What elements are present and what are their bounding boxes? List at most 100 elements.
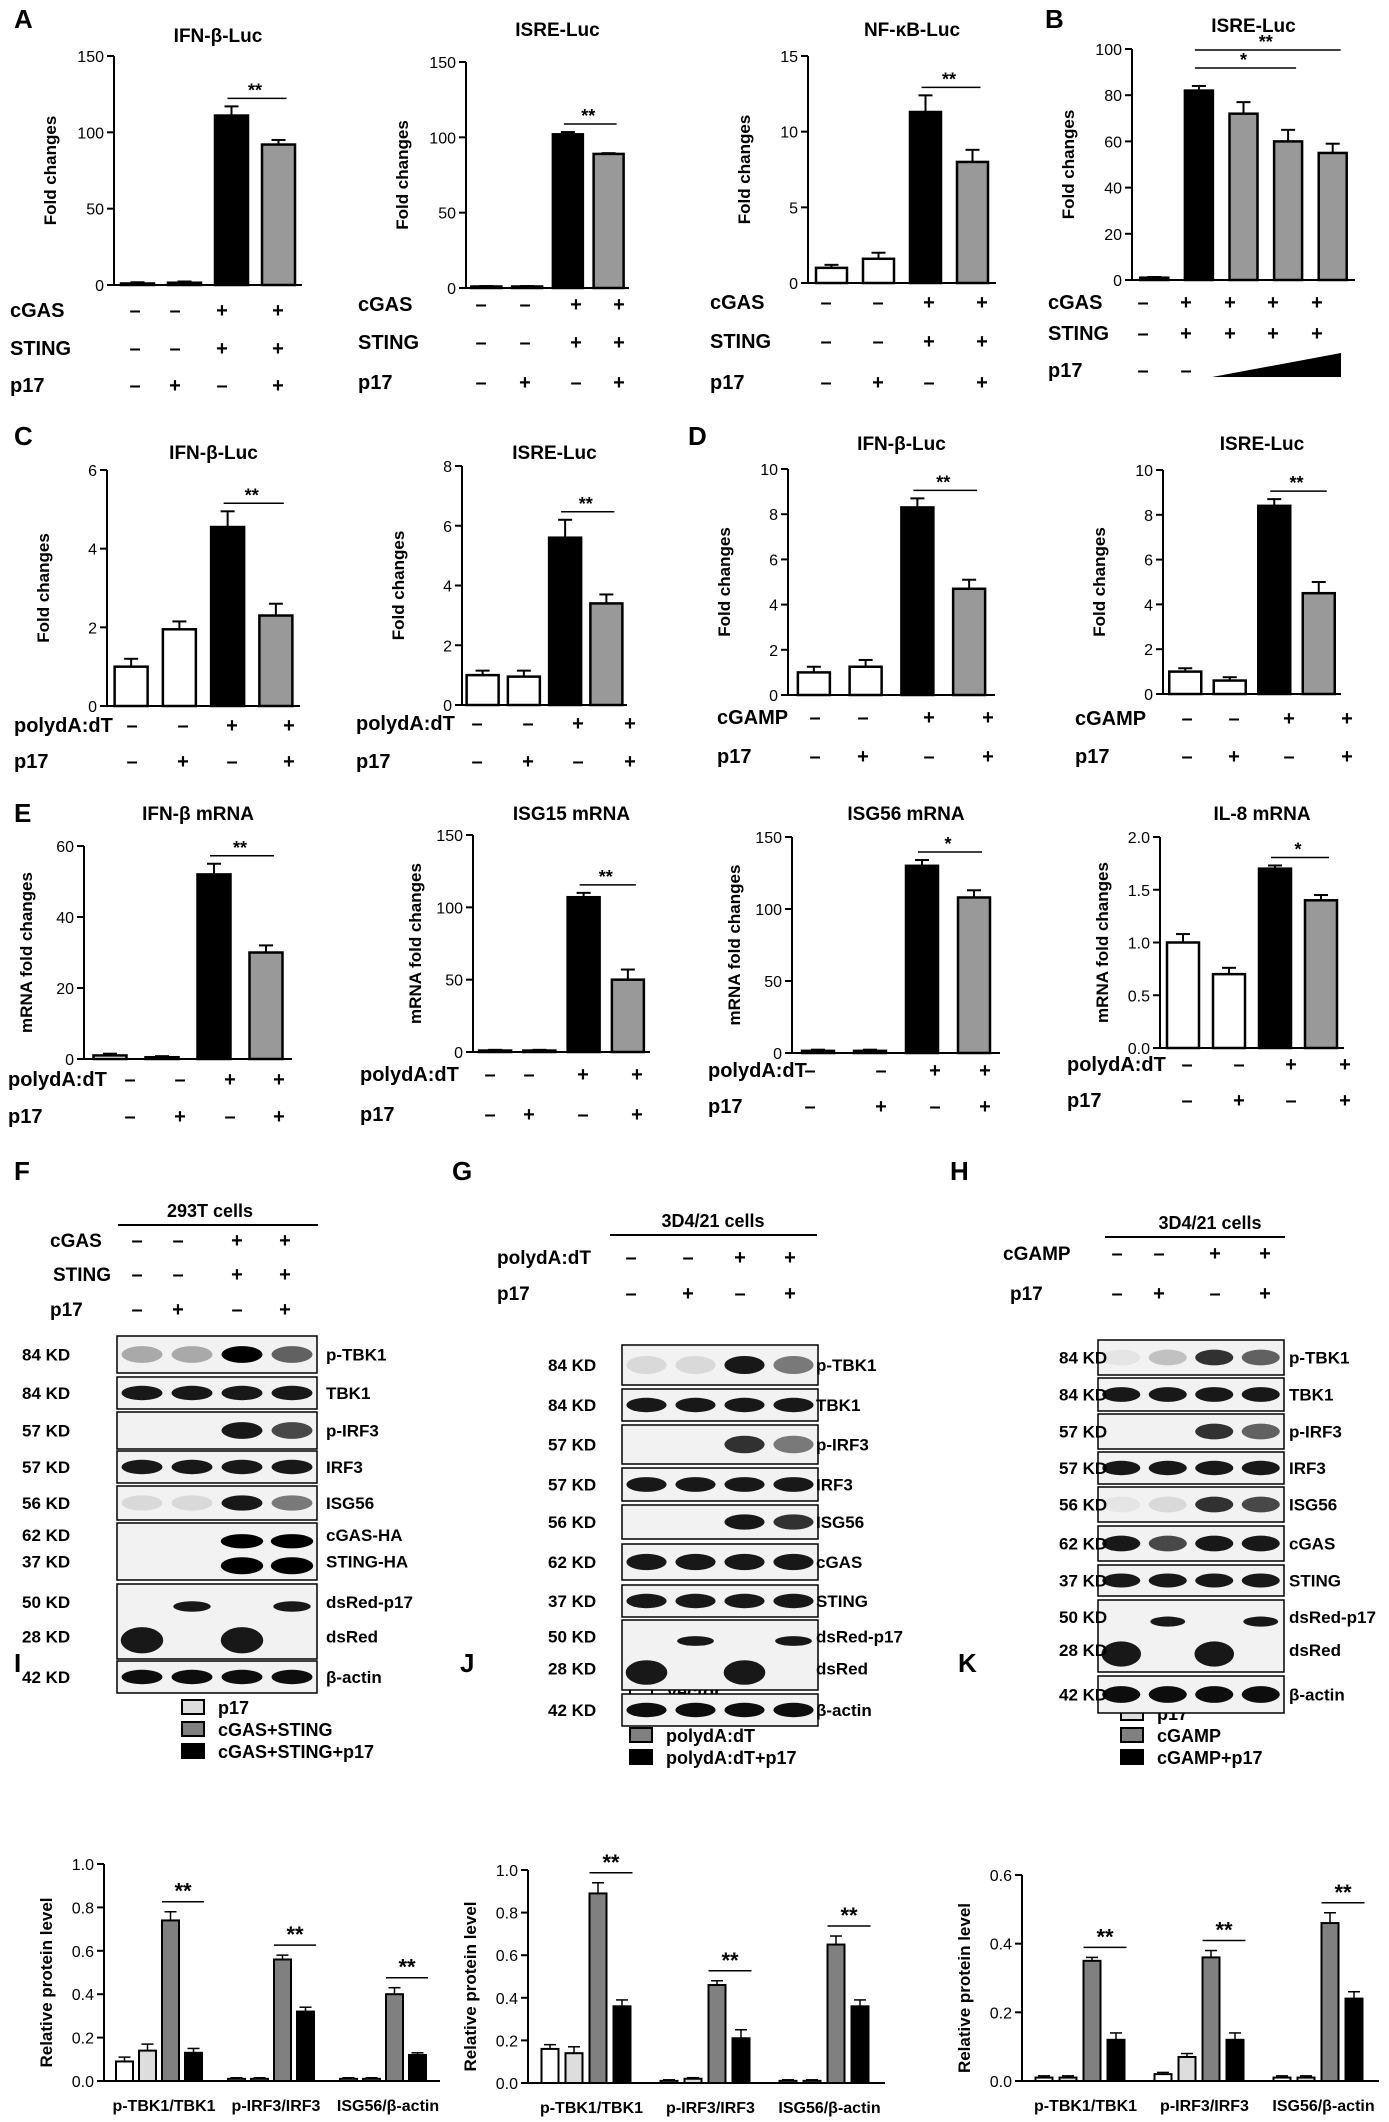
blot-band-F-7-3 (271, 1669, 313, 1685)
condition-sign-A1-1-2: + (216, 338, 228, 360)
blot-kd-F-4: 56 KD (22, 1494, 70, 1513)
condition-label-A1-2: p17 (10, 375, 44, 397)
blot-band-G-5-2 (724, 1553, 765, 1571)
bar-K-0-0 (1034, 2076, 1054, 2082)
blot-band-H-1-3 (1241, 1387, 1280, 1402)
blot-band-G-8-0 (626, 1702, 667, 1718)
blot-condition-sign-F-0-0: – (131, 1230, 142, 1252)
condition-label-D2-1: p17 (1075, 746, 1109, 768)
bar-I-2-1 (362, 2077, 381, 2083)
blot-band-G-6-0 (626, 1593, 667, 1609)
condition-sign-B-0-4: + (1311, 292, 1323, 314)
bar-K-2-3 (1344, 1997, 1364, 2082)
x-tick-label-K-1: p-IRF3/IRF3 (1160, 2098, 1249, 2115)
condition-sign-D1-1-0: – (809, 746, 820, 768)
sig-label-C2-0: ** (579, 494, 593, 514)
bar-C2-0 (465, 673, 500, 707)
blot-band-G-3-3 (773, 1477, 814, 1492)
blot-band-H-6-2 (1195, 1573, 1234, 1588)
y-tick-label-I-1: 0.2 (72, 2031, 94, 2048)
dose-wedge-B (1212, 353, 1341, 377)
condition-sign-A3-0-2: + (923, 292, 935, 314)
blot-band-G-3-0 (626, 1477, 667, 1492)
legend-label-K-3: cGAMP+p17 (1157, 1748, 1263, 1768)
x-tick-label-J-0: p-TBK1/TBK1 (540, 2100, 643, 2117)
blot-band-label-F-3: IRF3 (326, 1458, 363, 1477)
condition-sign-A3-1-1: – (872, 331, 883, 353)
condition-sign-B-1-0: – (1137, 323, 1148, 345)
condition-sign-D2-0-0: – (1181, 708, 1192, 730)
y-tick-label-E4-3: 1.5 (1128, 883, 1150, 900)
blot-kd-H-7-0: 50 KD (1059, 1608, 1107, 1627)
condition-sign-C1-0-3: + (283, 715, 295, 737)
y-tick-label-C1-3: 6 (88, 463, 97, 480)
blot-band-label-G-7-1: dsRed (816, 1660, 868, 1679)
blot-condition-sign-G-0-1: – (682, 1247, 693, 1269)
blot-band-H-4-1 (1148, 1496, 1187, 1513)
bar-J-1-0 (659, 2079, 679, 2085)
blot-kd-G-2: 57 KD (548, 1436, 596, 1455)
chart-title-C2: ISRE-Luc (512, 443, 597, 464)
bar-E4-0 (1165, 941, 1201, 1050)
condition-label-A2-2: p17 (358, 372, 392, 394)
condition-sign-E4-1-3: + (1339, 1090, 1351, 1112)
condition-sign-B-2-1: – (1180, 360, 1191, 382)
condition-label-A2-0: cGAS (358, 294, 412, 316)
condition-label-E3-1: p17 (708, 1096, 742, 1118)
blot-band-F-3-0 (121, 1459, 163, 1475)
blot-band-label-G-7-0: dsRed-p17 (816, 1627, 903, 1646)
blot-band-G-7-0-lower (625, 1660, 668, 1685)
y-tick-label-J-0: 0.0 (496, 2076, 518, 2093)
blot-kd-G-3: 57 KD (548, 1476, 596, 1495)
x-tick-label-I-0: p-TBK1/TBK1 (112, 2098, 215, 2115)
blot-band-H-0-0 (1102, 1349, 1141, 1366)
condition-sign-A1-0-2: + (216, 300, 228, 322)
bar-C2-2 (547, 536, 583, 707)
chart-title-D2: ISRE-Luc (1220, 434, 1305, 455)
y-tick-label-E1-0: 0 (65, 1052, 74, 1069)
blot-band-G-5-0 (626, 1553, 667, 1571)
condition-label-A3-1: STING (710, 331, 771, 353)
y-axis-label-E1: mRNA fold changes (17, 872, 36, 1033)
condition-sign-A1-2-3: + (272, 375, 284, 397)
bar-A2-3 (592, 152, 625, 290)
condition-label-C1-0: polydA:dT (14, 715, 113, 737)
blot-band-H-6-3 (1241, 1573, 1280, 1588)
blot-band-label-H-6: STING (1289, 1572, 1341, 1591)
condition-sign-D1-1-1: + (857, 746, 869, 768)
bar-I-2-0 (339, 2077, 358, 2083)
y-tick-label-E1-3: 60 (56, 839, 74, 856)
blot-condition-sign-H-0-0: – (1111, 1243, 1122, 1265)
condition-sign-E4-1-1: + (1233, 1090, 1245, 1112)
blot-band-G-2-3 (773, 1435, 814, 1454)
sig-label-K-0: ** (1096, 1924, 1114, 1949)
blot-band-H-3-1 (1148, 1460, 1187, 1476)
bar-E1-0 (92, 1054, 128, 1061)
sig-label-K-1: ** (1215, 1918, 1233, 1943)
condition-sign-E1-1-1: + (174, 1106, 186, 1128)
blot-band-H-8-3 (1241, 1686, 1280, 1703)
blot-kd-G-5: 62 KD (548, 1553, 596, 1572)
blot-band-H-4-0 (1102, 1496, 1141, 1513)
blot-kd-H-7-1: 28 KD (1059, 1641, 1107, 1660)
bar-D1-2 (900, 506, 935, 697)
blot-kd-H-4: 56 KD (1059, 1496, 1107, 1515)
condition-sign-A1-0-3: + (272, 300, 284, 322)
blot-band-H-7-0-lower (1101, 1641, 1142, 1667)
y-tick-label-C1-0: 0 (88, 699, 97, 716)
y-axis-label-J: Relative protein level (461, 1901, 480, 2071)
blot-band-H-6-0 (1102, 1573, 1141, 1588)
condition-sign-B-0-3: + (1267, 292, 1279, 314)
condition-sign-E3-1-3: + (979, 1096, 991, 1118)
bar-J-0-2 (588, 1892, 608, 2085)
blot-band-F-5-2-upper (220, 1534, 264, 1549)
sig-label-B-0: * (1240, 50, 1247, 70)
blot-band-F-0-3 (271, 1346, 313, 1363)
bar-J-1-3 (731, 2037, 751, 2085)
blot-band-F-5-2-lower (220, 1557, 264, 1575)
blot-band-label-H-7-1: dsRed (1289, 1641, 1341, 1660)
blot-band-G-3-1 (675, 1477, 716, 1492)
condition-sign-A2-0-1: – (519, 294, 530, 316)
blot-kd-F-2: 57 KD (22, 1422, 70, 1441)
condition-sign-E2-0-0: – (484, 1064, 495, 1086)
